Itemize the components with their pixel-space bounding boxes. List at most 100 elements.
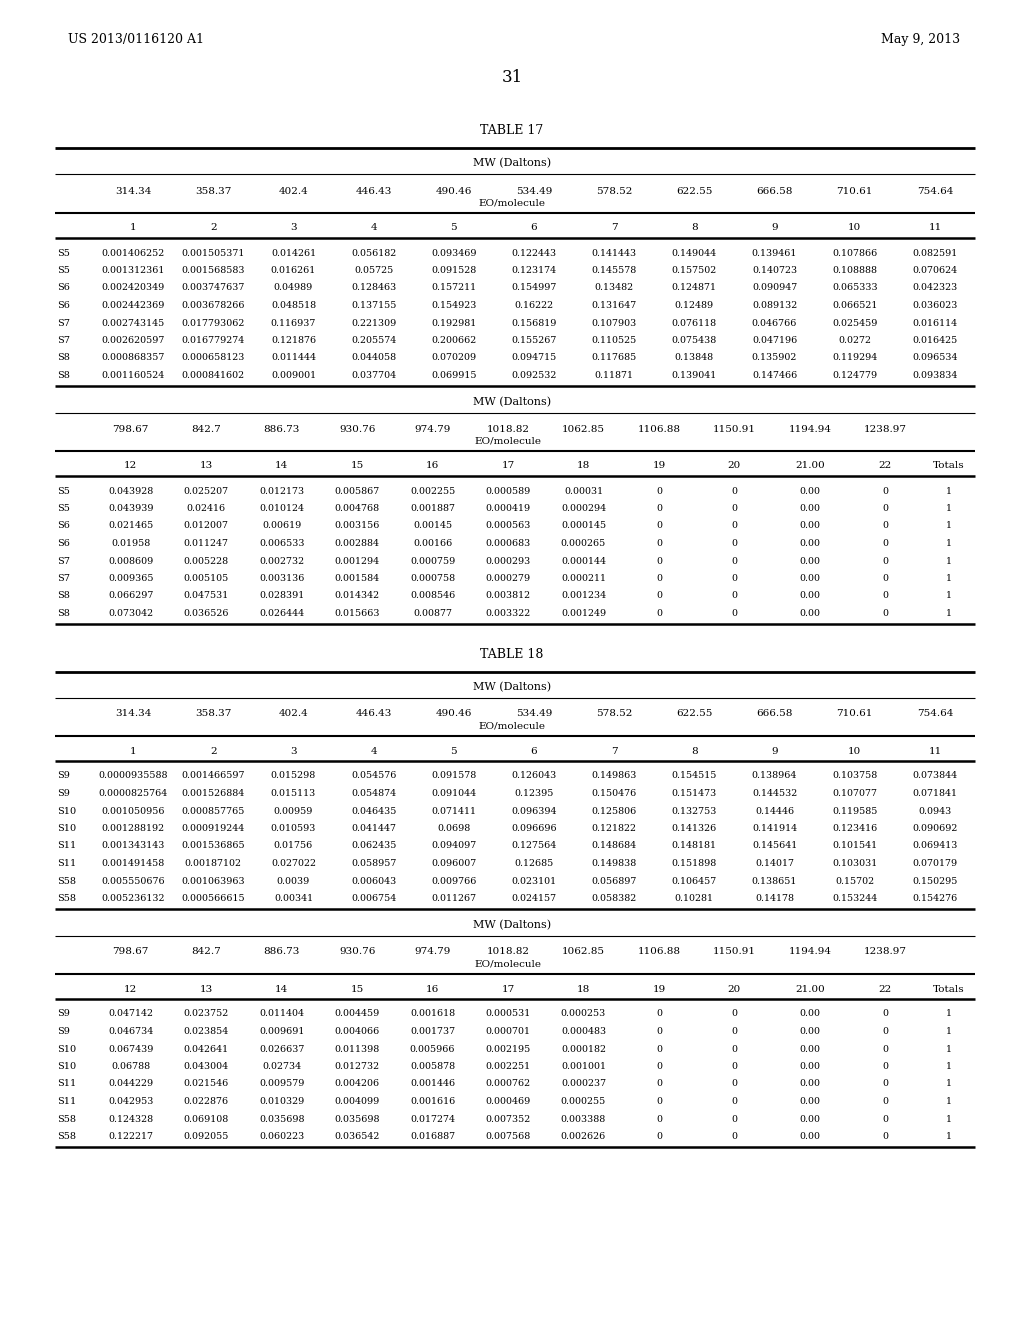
- Text: 0.000144: 0.000144: [561, 557, 606, 565]
- Text: 1: 1: [946, 1080, 952, 1089]
- Text: 0.091578: 0.091578: [431, 771, 476, 780]
- Text: 0.150476: 0.150476: [592, 789, 637, 799]
- Text: EO/molecule: EO/molecule: [478, 722, 546, 730]
- Text: 0: 0: [731, 591, 737, 601]
- Text: 0.005550676: 0.005550676: [101, 876, 165, 886]
- Text: 0.110525: 0.110525: [592, 337, 637, 345]
- Text: 0: 0: [883, 1044, 888, 1053]
- Text: 9: 9: [771, 747, 778, 755]
- Text: 622.55: 622.55: [676, 186, 713, 195]
- Text: 0.147466: 0.147466: [752, 371, 797, 380]
- Text: 0.14017: 0.14017: [755, 859, 794, 869]
- Text: 0.00: 0.00: [800, 1010, 820, 1019]
- Text: 0.026637: 0.026637: [259, 1044, 304, 1053]
- Text: 0.12395: 0.12395: [514, 789, 554, 799]
- Text: 0.200662: 0.200662: [431, 337, 476, 345]
- Text: 0.141914: 0.141914: [752, 824, 797, 833]
- Text: 0: 0: [731, 609, 737, 618]
- Text: 0.014342: 0.014342: [335, 591, 380, 601]
- Text: 0.124328: 0.124328: [109, 1114, 154, 1123]
- Text: 0.042953: 0.042953: [109, 1097, 154, 1106]
- Text: 1: 1: [130, 747, 136, 755]
- Text: 0.003322: 0.003322: [485, 609, 530, 618]
- Text: 0.107077: 0.107077: [833, 789, 878, 799]
- Text: 0.005867: 0.005867: [335, 487, 380, 495]
- Text: 886.73: 886.73: [263, 948, 300, 957]
- Text: 0.002626: 0.002626: [561, 1133, 606, 1140]
- Text: 1018.82: 1018.82: [486, 948, 529, 957]
- Text: 0.035698: 0.035698: [335, 1114, 380, 1123]
- Text: 0.066521: 0.066521: [833, 301, 878, 310]
- Text: 0.069108: 0.069108: [183, 1114, 228, 1123]
- Text: 3: 3: [290, 747, 297, 755]
- Text: 666.58: 666.58: [757, 186, 793, 195]
- Text: 0.001288192: 0.001288192: [101, 824, 165, 833]
- Text: Totals: Totals: [933, 462, 965, 470]
- Text: 0.026444: 0.026444: [259, 609, 304, 618]
- Text: 1: 1: [946, 1133, 952, 1140]
- Text: 1194.94: 1194.94: [788, 948, 831, 957]
- Text: S10: S10: [57, 1063, 76, 1071]
- Text: 0.001001: 0.001001: [561, 1063, 606, 1071]
- Text: 0.004459: 0.004459: [335, 1010, 380, 1019]
- Text: 0.000294: 0.000294: [561, 504, 606, 513]
- Text: 0.009579: 0.009579: [259, 1080, 304, 1089]
- Text: 0.001446: 0.001446: [410, 1080, 455, 1089]
- Text: 0.044229: 0.044229: [109, 1080, 154, 1089]
- Text: 0.001536865: 0.001536865: [181, 842, 245, 850]
- Text: S10: S10: [57, 824, 76, 833]
- Text: 0.107903: 0.107903: [592, 318, 637, 327]
- Text: 0.000658123: 0.000658123: [181, 354, 245, 363]
- Text: May 9, 2013: May 9, 2013: [881, 33, 961, 46]
- Text: 0.00: 0.00: [800, 539, 820, 548]
- Text: 0.090947: 0.090947: [752, 284, 797, 293]
- Text: 0.000145: 0.000145: [561, 521, 606, 531]
- Text: 0.094097: 0.094097: [431, 842, 476, 850]
- Text: 0.154276: 0.154276: [912, 894, 957, 903]
- Text: 0.000293: 0.000293: [485, 557, 530, 565]
- Text: 0.006754: 0.006754: [351, 894, 396, 903]
- Text: 0.021546: 0.021546: [183, 1080, 228, 1089]
- Text: EO/molecule: EO/molecule: [474, 960, 542, 969]
- Text: 0.003747637: 0.003747637: [181, 284, 245, 293]
- Text: 0.001050956: 0.001050956: [101, 807, 165, 816]
- Text: 2: 2: [210, 223, 217, 232]
- Text: 0.023854: 0.023854: [183, 1027, 228, 1036]
- Text: 0.014261: 0.014261: [271, 248, 316, 257]
- Text: 0.036023: 0.036023: [912, 301, 957, 310]
- Text: MW (Daltons): MW (Daltons): [473, 920, 551, 931]
- Text: 0.003136: 0.003136: [259, 574, 304, 583]
- Text: 0.002743145: 0.002743145: [101, 318, 165, 327]
- Text: 6: 6: [530, 223, 538, 232]
- Text: 0: 0: [656, 487, 662, 495]
- Text: 0.005966: 0.005966: [410, 1044, 456, 1053]
- Text: 0.092055: 0.092055: [183, 1133, 229, 1140]
- Text: 0.157502: 0.157502: [672, 267, 717, 275]
- Text: 0.000255: 0.000255: [561, 1097, 606, 1106]
- Text: 0.141443: 0.141443: [592, 248, 637, 257]
- Text: 0.00: 0.00: [800, 557, 820, 565]
- Text: 578.52: 578.52: [596, 186, 633, 195]
- Text: 0.106457: 0.106457: [672, 876, 717, 886]
- Text: 0.001568583: 0.001568583: [181, 267, 245, 275]
- Text: 7: 7: [611, 223, 617, 232]
- Text: 0: 0: [656, 1044, 662, 1053]
- Text: 0: 0: [731, 1114, 737, 1123]
- Text: 0.001737: 0.001737: [410, 1027, 455, 1036]
- Text: 0.00: 0.00: [800, 609, 820, 618]
- Text: S8: S8: [57, 354, 70, 363]
- Text: 0.121822: 0.121822: [592, 824, 637, 833]
- Text: 0.157211: 0.157211: [431, 284, 476, 293]
- Text: 0.060223: 0.060223: [259, 1133, 304, 1140]
- Text: 0.001312361: 0.001312361: [101, 267, 165, 275]
- Text: S9: S9: [57, 1010, 70, 1019]
- Text: 18: 18: [577, 985, 590, 994]
- Text: 358.37: 358.37: [196, 186, 231, 195]
- Text: S6: S6: [57, 521, 70, 531]
- Text: 0.139461: 0.139461: [752, 248, 798, 257]
- Text: S11: S11: [57, 1080, 76, 1089]
- Text: 0: 0: [883, 591, 888, 601]
- Text: 0: 0: [883, 574, 888, 583]
- Text: 0.016425: 0.016425: [912, 337, 957, 345]
- Text: 0.151898: 0.151898: [672, 859, 717, 869]
